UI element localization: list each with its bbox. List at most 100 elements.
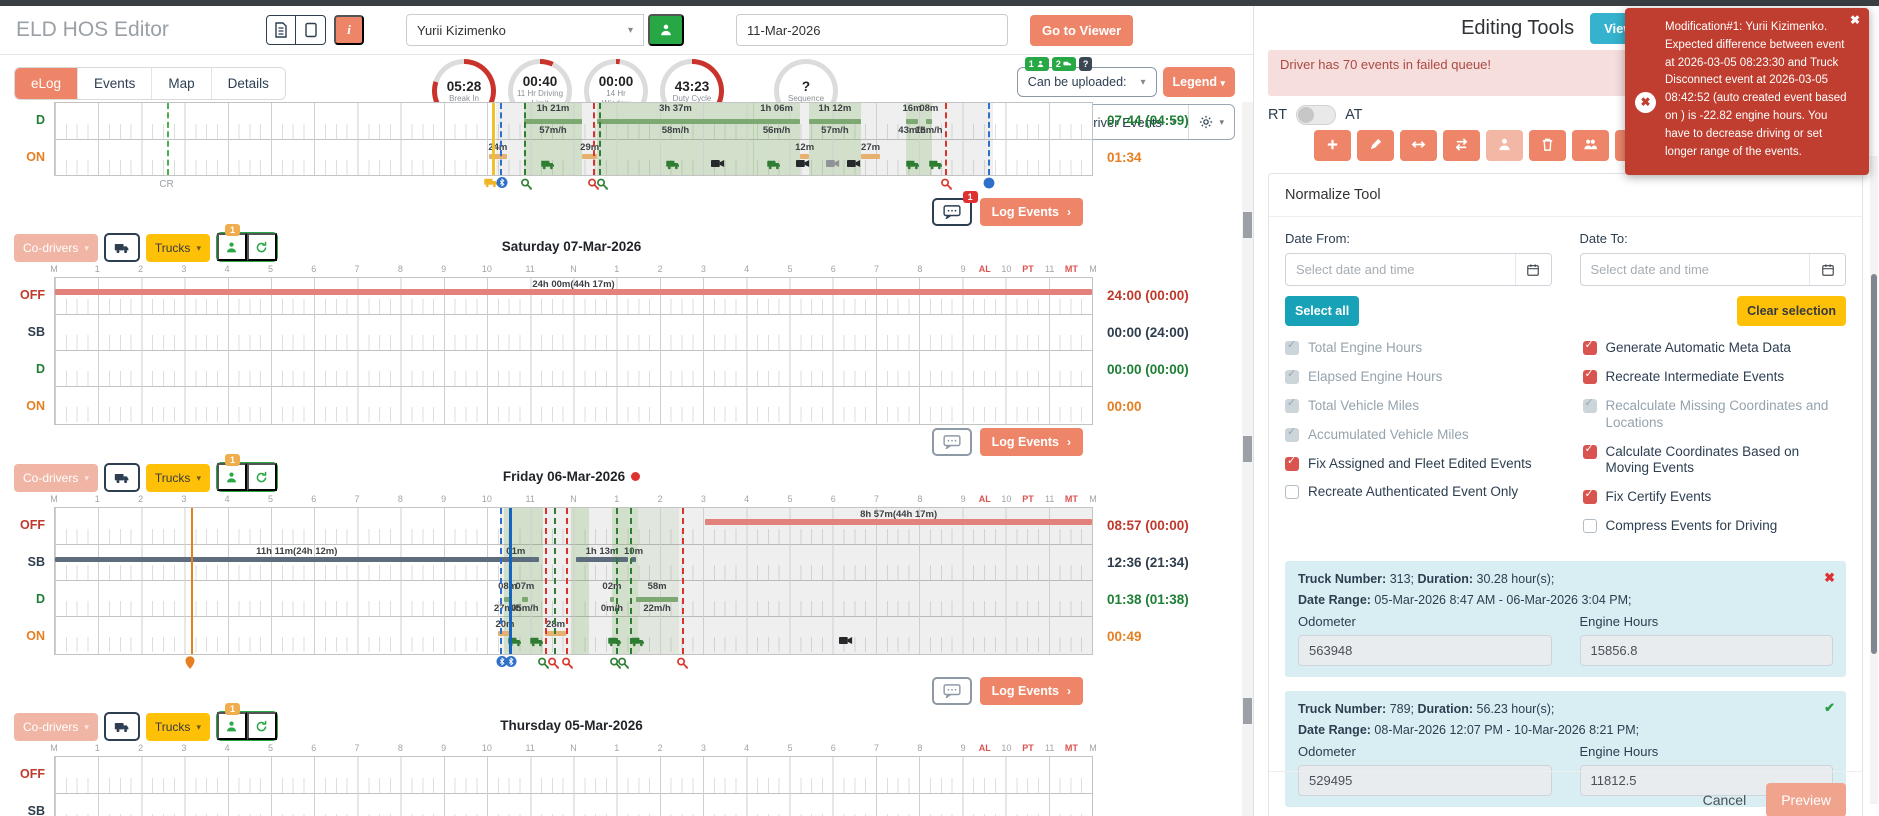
comments-button[interactable]: 1 <box>931 190 978 226</box>
date-to-calendar-button[interactable] <box>1809 254 1845 285</box>
duty-segment-on[interactable]: 29m <box>580 140 599 175</box>
accept-icon[interactable] <box>1824 700 1835 716</box>
cancel-button[interactable]: Cancel <box>1702 792 1747 808</box>
refresh-button[interactable] <box>246 712 277 740</box>
edit-event-button[interactable] <box>1357 130 1394 161</box>
co-drivers-dropdown[interactable]: Co-drivers ▾ <box>14 713 98 741</box>
go-to-viewer-button[interactable]: Go to Viewer <box>1030 14 1134 46</box>
events-settings-dropdown[interactable]: ▾ <box>1188 105 1234 139</box>
panel-scrollbar[interactable] <box>1870 156 1878 804</box>
date-input[interactable] <box>736 14 1008 46</box>
checkbox-on[interactable] <box>1582 339 1597 355</box>
scrollbar-thumb[interactable] <box>1243 212 1252 238</box>
scrollbar-thumb[interactable] <box>1243 436 1252 462</box>
duty-segment-d[interactable]: 58m 22m/h <box>636 581 679 616</box>
checkbox-off[interactable] <box>1285 485 1299 500</box>
driver-events-dropdown[interactable]: Driver Events ▾ <box>1083 114 1177 130</box>
magnifier-icon[interactable] <box>939 177 952 190</box>
checkbox-off[interactable] <box>1582 519 1597 534</box>
odometer-input[interactable]: 563948 <box>1298 635 1552 666</box>
truck-icon[interactable] <box>540 159 555 170</box>
swap-events-button[interactable] <box>1443 130 1480 161</box>
mobile-app-button[interactable] <box>216 233 247 261</box>
scrollbar-thumb[interactable] <box>1243 698 1252 724</box>
duty-segment-on[interactable]: 27m <box>860 140 881 175</box>
duty-segment-d[interactable]: 07m 05m/h <box>511 581 538 616</box>
clear-selection-button[interactable]: Clear selection <box>1737 296 1846 326</box>
refresh-button[interactable] <box>246 463 277 491</box>
add-event-button[interactable] <box>1314 130 1351 161</box>
checkbox-on[interactable] <box>1582 443 1597 459</box>
event-dot-icon[interactable] <box>983 177 995 189</box>
duty-status-grid[interactable]: 24h 00m(44h 17m) <box>54 277 1093 425</box>
duty-status-grid[interactable] <box>54 756 1093 816</box>
mobile-app-button[interactable] <box>216 463 247 491</box>
date-from-input[interactable] <box>1286 262 1515 277</box>
duty-row-d[interactable] <box>55 350 1092 386</box>
tab-details[interactable]: Details <box>211 68 285 99</box>
co-drivers-dropdown[interactable]: Co-drivers ▾ <box>14 464 98 492</box>
trucks-dropdown[interactable]: Trucks ▾ <box>145 713 210 741</box>
odometer-input[interactable]: 529495 <box>1298 765 1552 796</box>
checkbox-on[interactable] <box>1582 368 1597 384</box>
driver-select[interactable]: Yurii Kizimenko ▾ <box>406 14 644 46</box>
driver-profile-button[interactable] <box>648 14 684 46</box>
magnifier-icon[interactable] <box>561 656 574 669</box>
magnifier-icon[interactable] <box>608 656 621 669</box>
assign-codriver-button[interactable] <box>1572 130 1609 161</box>
camera-icon[interactable] <box>847 159 861 168</box>
magnifier-icon[interactable] <box>675 656 688 669</box>
select-all-button[interactable]: Select all <box>1285 296 1360 326</box>
engine-hours-input[interactable]: 15856.8 <box>1579 635 1833 666</box>
checkbox-on[interactable] <box>1285 455 1299 471</box>
comments-button[interactable] <box>931 427 972 456</box>
can-be-uploaded-dropdown[interactable]: Can be uploaded: ▾ <box>1016 67 1157 97</box>
truck-icon[interactable] <box>905 159 920 170</box>
duty-status-grid[interactable]: 1h 21m 57m/h 3h 37m 58m/h 1h 06m 56m/h 1h 12m 5… <box>54 102 1093 176</box>
duty-segment-d[interactable]: 3h 37m 58m/h <box>597 103 754 139</box>
truck-icon[interactable] <box>607 636 622 647</box>
date-from-calendar-button[interactable] <box>1514 254 1551 285</box>
duty-segment-sb[interactable]: 10m <box>624 545 643 580</box>
charts-scrollbar[interactable] <box>1242 102 1253 816</box>
duty-segment-off[interactable]: 8h 57m(44h 17m) <box>705 508 1092 544</box>
duty-row-sb[interactable] <box>55 314 1092 350</box>
duty-row-on[interactable] <box>55 386 1092 422</box>
help-badge[interactable]: ? <box>1078 57 1093 71</box>
magnifier-icon[interactable] <box>546 656 559 669</box>
magnifier-icon[interactable] <box>586 177 600 190</box>
duty-segment-on[interactable]: 12m <box>795 140 814 175</box>
legend-dropdown-button[interactable]: Legend ▾ <box>1162 67 1235 97</box>
reject-icon[interactable] <box>1824 570 1835 586</box>
log-events-button[interactable]: Log Events › <box>979 427 1083 456</box>
rt-at-toggle[interactable] <box>1296 105 1337 125</box>
delete-event-button[interactable] <box>1529 130 1566 161</box>
location-pin-icon[interactable] <box>185 656 195 669</box>
truck-icon[interactable] <box>484 177 499 188</box>
truck-icon[interactable] <box>631 636 646 647</box>
camera-icon[interactable] <box>825 159 840 168</box>
camera-icon[interactable] <box>838 636 853 645</box>
extend-event-button[interactable] <box>1400 130 1437 161</box>
duty-segment-d[interactable]: 1h 21m 57m/h <box>523 103 583 139</box>
bluetooth-icon[interactable] <box>496 177 508 188</box>
truck-view-button[interactable] <box>103 712 140 741</box>
truck-icon[interactable] <box>767 159 782 170</box>
bluetooth-icon[interactable] <box>505 656 517 667</box>
truck-view-button[interactable] <box>103 233 140 262</box>
duty-row-sb[interactable] <box>55 793 1092 816</box>
duty-segment-sb[interactable]: 1h 13m <box>575 545 629 580</box>
truck-icon[interactable] <box>665 159 680 170</box>
date-to-input[interactable] <box>1580 262 1809 277</box>
duty-segment-d[interactable]: 02m 0m/h <box>601 581 623 616</box>
scrollbar-thumb[interactable] <box>1871 274 1877 654</box>
magnifier-icon[interactable] <box>617 656 630 669</box>
duty-segment-d[interactable]: 08m 16m/h <box>915 103 942 139</box>
log-events-button[interactable]: Log Events › <box>979 197 1083 226</box>
checkbox-on[interactable] <box>1582 488 1597 505</box>
camera-icon[interactable] <box>711 159 725 168</box>
duty-segment-d[interactable]: 1h 06m 56m/h <box>752 103 801 139</box>
duty-segment-sb[interactable]: 11h 11m(24h 12m) <box>55 545 539 580</box>
trucks-dropdown[interactable]: Trucks ▾ <box>145 464 210 492</box>
document-view-button[interactable] <box>266 15 296 45</box>
